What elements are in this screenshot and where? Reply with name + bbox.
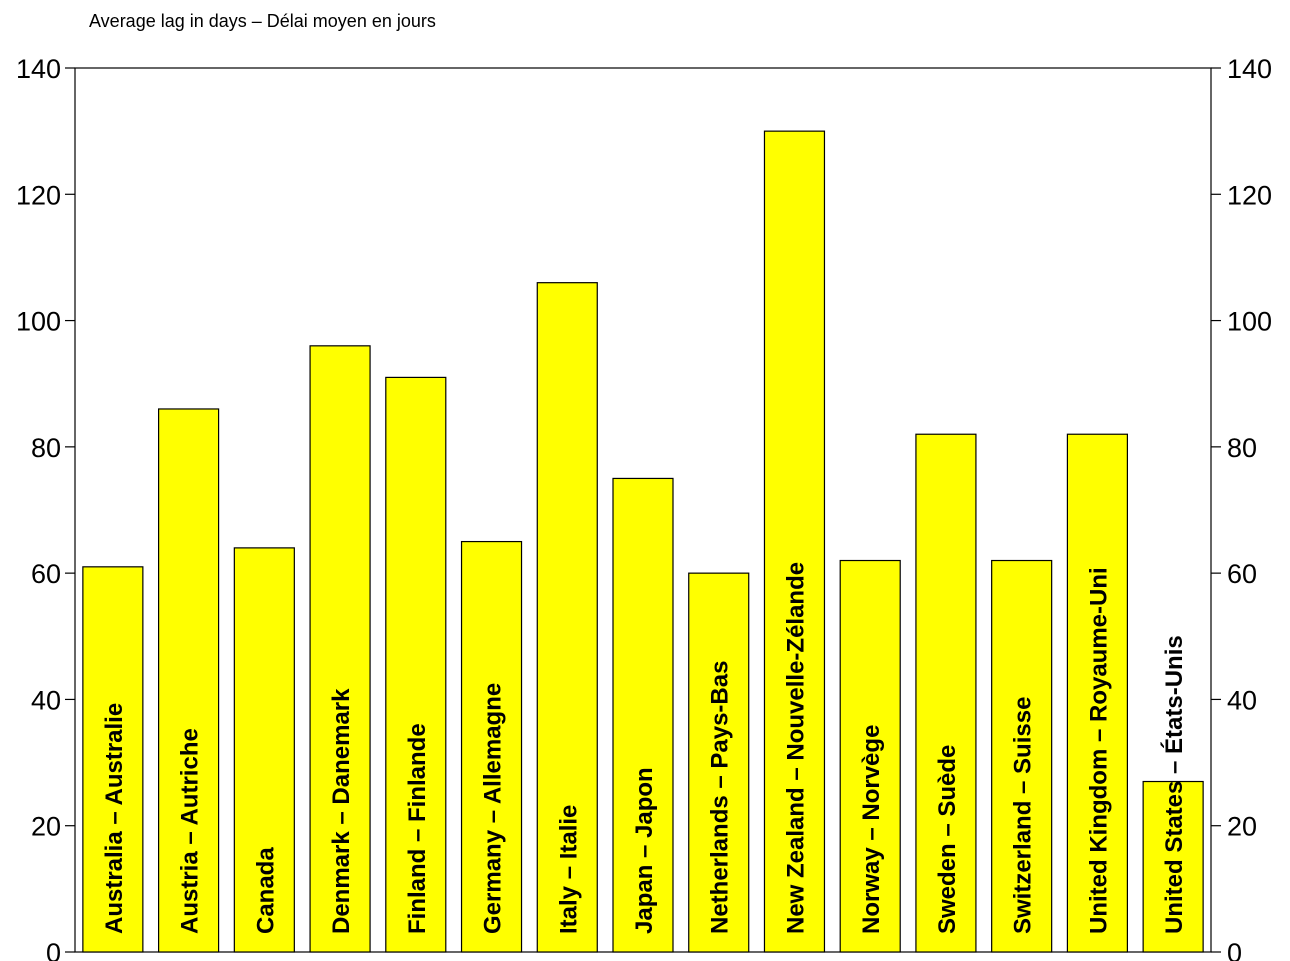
bar-label: Finland – Finlande [404, 723, 431, 934]
bar-label: Sweden – Suède [934, 745, 961, 934]
bar [158, 408, 220, 953]
bar-label: Japan – Japon [631, 767, 658, 934]
bar [991, 559, 1053, 953]
bar [839, 559, 901, 953]
bar-label: United Kingdom – Royaume-Uni [1085, 567, 1112, 934]
left-tick-label: 40 [31, 685, 61, 715]
right-tick-label: 140 [1227, 54, 1272, 84]
bar-label: Austria – Autriche [177, 728, 204, 934]
bar-labels: Australia – Australie Austria – Autriche C… [101, 562, 1188, 934]
right-axis: 0 20 40 60 80 100 120 140 [1211, 54, 1272, 961]
right-tick-label: 60 [1227, 559, 1257, 589]
left-axis: 0 20 40 60 80 100 120 140 [16, 54, 75, 961]
bars [82, 130, 1204, 953]
bar [688, 572, 750, 953]
bar [536, 282, 598, 953]
left-tick-label: 120 [16, 180, 61, 210]
left-tick-label: 80 [31, 433, 61, 463]
left-tick-label: 0 [46, 938, 61, 961]
unit-label: Average lag in days – Délai moyen en jou… [89, 11, 436, 31]
right-tick-label: 40 [1227, 685, 1257, 715]
bar-label: Denmark – Danemark [328, 688, 355, 934]
bar-label: Canada [252, 847, 279, 934]
bar [233, 547, 295, 953]
right-tick-label: 20 [1227, 812, 1257, 842]
left-tick-label: 100 [16, 307, 61, 337]
bar-label: Switzerland – Suisse [1010, 697, 1037, 934]
left-tick-label: 140 [16, 54, 61, 84]
bar [460, 540, 523, 953]
bar [612, 477, 674, 953]
right-tick-label: 120 [1227, 180, 1272, 210]
bar-label: Italy – Italie [555, 805, 582, 934]
bar [82, 566, 144, 953]
bar [385, 376, 447, 953]
bar-label: Australia – Australie [101, 703, 128, 934]
right-tick-label: 80 [1227, 433, 1257, 463]
bar [915, 433, 977, 953]
left-tick-label: 60 [31, 559, 61, 589]
left-tick-label: 20 [31, 812, 61, 842]
bar [763, 130, 826, 953]
bar-label: Norway – Norvège [858, 725, 885, 934]
bar [309, 345, 371, 953]
right-tick-label: 0 [1227, 938, 1242, 961]
bar [1142, 780, 1204, 953]
bar-label: United States – États-Unis [1160, 635, 1188, 934]
bar-label: New Zealand – Nouvelle-Zélande [782, 562, 809, 934]
bar [1066, 433, 1129, 953]
bar-label: Germany – Allemagne [480, 683, 507, 934]
bar-label: Netherlands – Pays-Bas [707, 661, 734, 934]
right-tick-label: 100 [1227, 307, 1272, 337]
